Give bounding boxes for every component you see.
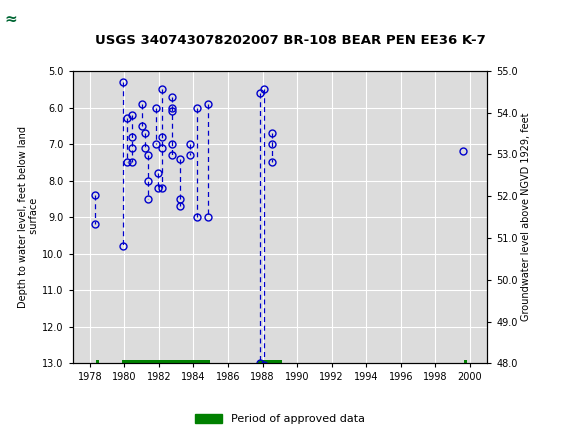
Y-axis label: Groundwater level above NGVD 1929, feet: Groundwater level above NGVD 1929, feet: [521, 113, 531, 321]
Bar: [122, 360, 210, 367]
Text: USGS 340743078202007 BR-108 BEAR PEN EE36 K-7: USGS 340743078202007 BR-108 BEAR PEN EE3…: [95, 34, 485, 47]
Text: ≈: ≈: [5, 12, 17, 27]
Bar: [258, 360, 281, 367]
Bar: [464, 360, 467, 367]
Legend: Period of approved data: Period of approved data: [190, 410, 369, 429]
Bar: [3, 3, 61, 35]
Bar: [96, 360, 99, 367]
Y-axis label: Depth to water level, feet below land
 surface: Depth to water level, feet below land su…: [17, 126, 39, 308]
Text: USGS: USGS: [26, 12, 64, 25]
